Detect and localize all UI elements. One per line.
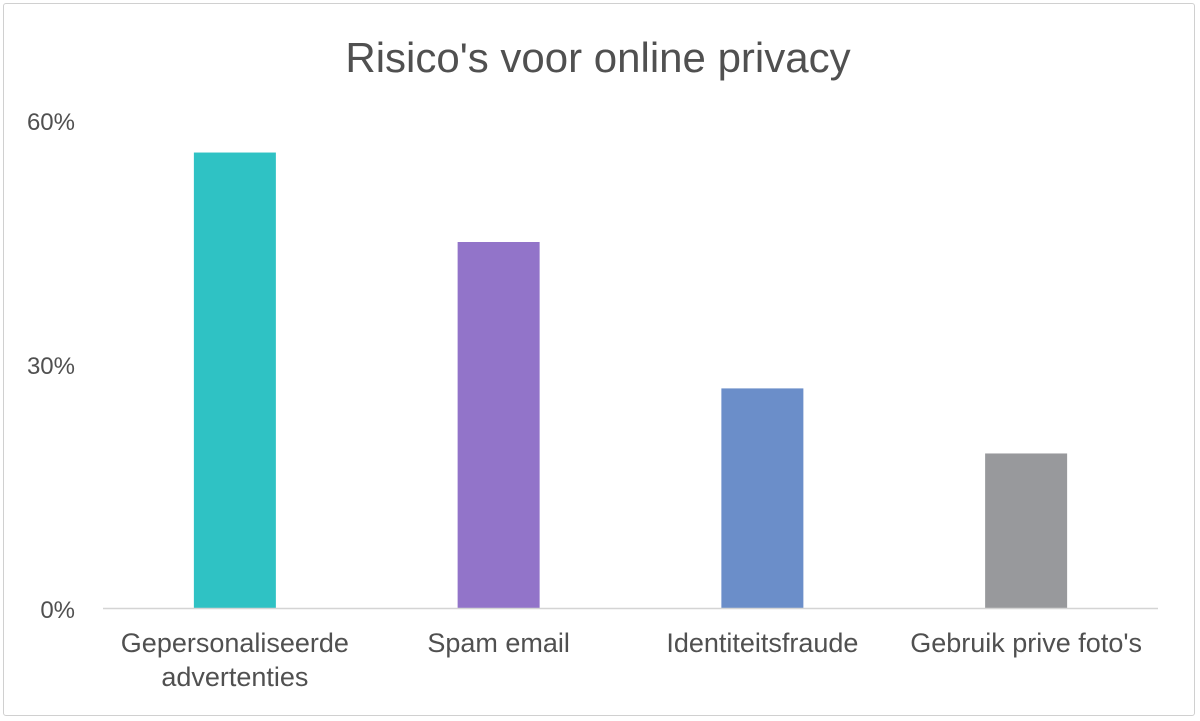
y-tick-label: 0% [40, 597, 75, 624]
bar [721, 388, 804, 608]
x-tick-label: Gebruik prive foto's [910, 628, 1142, 658]
bar [985, 453, 1068, 608]
y-axis: 0% 30% 60% [27, 109, 75, 624]
chart-title: Risico's voor online privacy [345, 34, 850, 81]
y-tick-label: 60% [27, 109, 75, 136]
x-axis: Gepersonaliseerde advertenties Spam email I… [103, 607, 1158, 692]
x-tick-label: Identiteitsfraude [666, 628, 858, 658]
bar [193, 152, 276, 609]
bars-group [193, 152, 1068, 609]
bar [457, 242, 540, 608]
x-tick-label: Spam email [427, 628, 570, 658]
y-tick-label: 30% [27, 353, 75, 380]
x-tick-label: Gepersonaliseerde advertenties [121, 628, 349, 692]
